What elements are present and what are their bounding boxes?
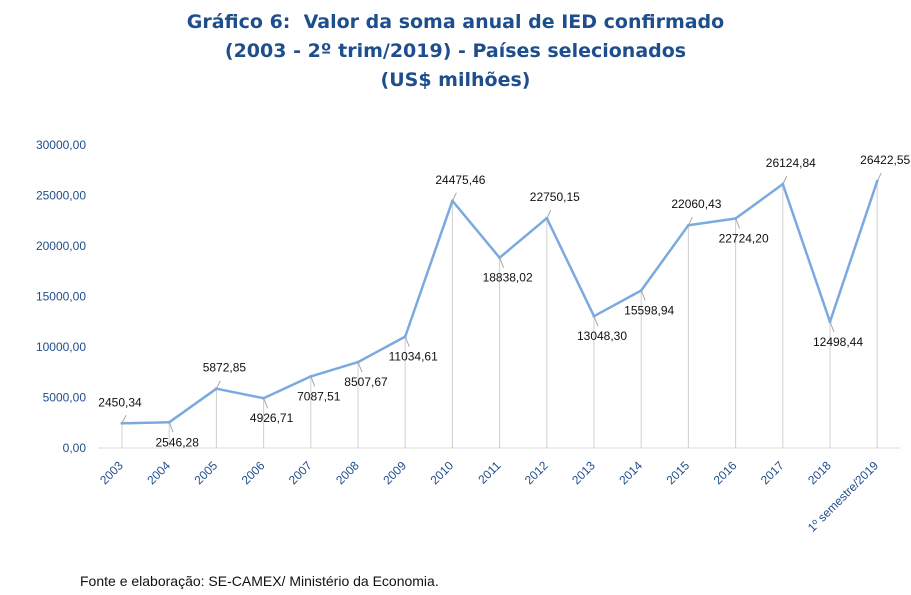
- x-tick-label: 2015: [663, 458, 692, 487]
- data-label-leader: [499, 257, 505, 268]
- x-tick-label: 2007: [286, 458, 315, 487]
- x-tick-label: 2004: [144, 458, 173, 487]
- data-label-leader: [735, 218, 741, 229]
- x-tick-label: 2018: [805, 458, 834, 487]
- data-label-leader: [593, 316, 599, 327]
- y-tick-label: 5000,00: [43, 391, 87, 405]
- data-label-leader: [121, 415, 127, 424]
- y-tick-label: 10000,00: [36, 340, 86, 354]
- y-tick-label: 15000,00: [36, 290, 86, 304]
- data-label-leader: [829, 321, 835, 332]
- x-tick-label: 2003: [97, 458, 126, 487]
- chart-title-line-1: Gráfico 6: Valor da soma anual de IED co…: [186, 11, 725, 33]
- data-label-leader: [215, 380, 221, 389]
- x-tick-label: 2012: [522, 458, 551, 487]
- data-label-leader: [263, 398, 269, 409]
- y-tick-label: 30000,00: [36, 138, 86, 152]
- x-tick-label: 2014: [616, 458, 645, 487]
- x-tick-label: 2005: [191, 458, 220, 487]
- x-tick-label: 2010: [427, 458, 456, 487]
- data-label: 18838,02: [483, 271, 533, 285]
- data-label: 2546,28: [156, 435, 200, 449]
- x-tick-label: 2006: [239, 458, 268, 487]
- data-label: 22750,15: [530, 190, 580, 204]
- x-tick-label: 2017: [758, 458, 787, 487]
- x-tick-label: 2013: [569, 458, 598, 487]
- data-label-leader: [876, 172, 882, 182]
- data-label-leader: [310, 376, 316, 387]
- data-label: 13048,30: [577, 329, 627, 343]
- source-note: Fonte e elaboração: SE-CAMEX/ Ministério…: [80, 573, 439, 589]
- data-label: 24475,46: [435, 173, 485, 187]
- data-label-leader: [640, 290, 646, 301]
- data-label: 22060,43: [671, 197, 721, 211]
- y-tick-label: 20000,00: [36, 239, 86, 253]
- data-label-leader: [687, 216, 693, 226]
- data-label: 22724,20: [719, 231, 769, 245]
- data-label: 5872,85: [203, 361, 247, 375]
- x-tick-label: 2008: [333, 458, 362, 487]
- data-label: 2450,34: [98, 395, 142, 409]
- data-label-leader: [168, 422, 174, 433]
- chart-title-line-2: (2003 - 2º trim/2019) - Países seleciona…: [224, 40, 687, 62]
- x-tick-label: 2011: [475, 458, 503, 486]
- x-tick-label: 2016: [711, 458, 740, 487]
- x-tick-label: 2009: [380, 458, 409, 487]
- data-label: 4926,71: [250, 411, 294, 425]
- data-label: 7087,51: [297, 389, 341, 403]
- chart-title-line-3: (US$ milhões): [380, 69, 531, 91]
- chart-title: Gráfico 6: Valor da soma anual de IED co…: [0, 8, 911, 95]
- data-label-leader: [357, 361, 363, 373]
- data-label-leader: [546, 209, 552, 219]
- data-label: 8507,67: [344, 375, 388, 389]
- y-tick-label: 25000,00: [36, 189, 86, 203]
- line-chart: 0,00 5000,00 10000,00 15000,00 20000,00 25000…: [36, 138, 911, 535]
- data-label-leader: [782, 175, 788, 185]
- data-label: 15598,94: [624, 303, 674, 317]
- data-label: 12498,44: [813, 335, 863, 349]
- data-label: 11034,61: [389, 350, 438, 364]
- data-label: 26422,55: [860, 153, 910, 167]
- y-tick-label: 0,00: [63, 441, 87, 455]
- data-label: 26124,84: [766, 156, 816, 170]
- data-label-leader: [404, 336, 410, 347]
- data-label-leader: [451, 192, 457, 202]
